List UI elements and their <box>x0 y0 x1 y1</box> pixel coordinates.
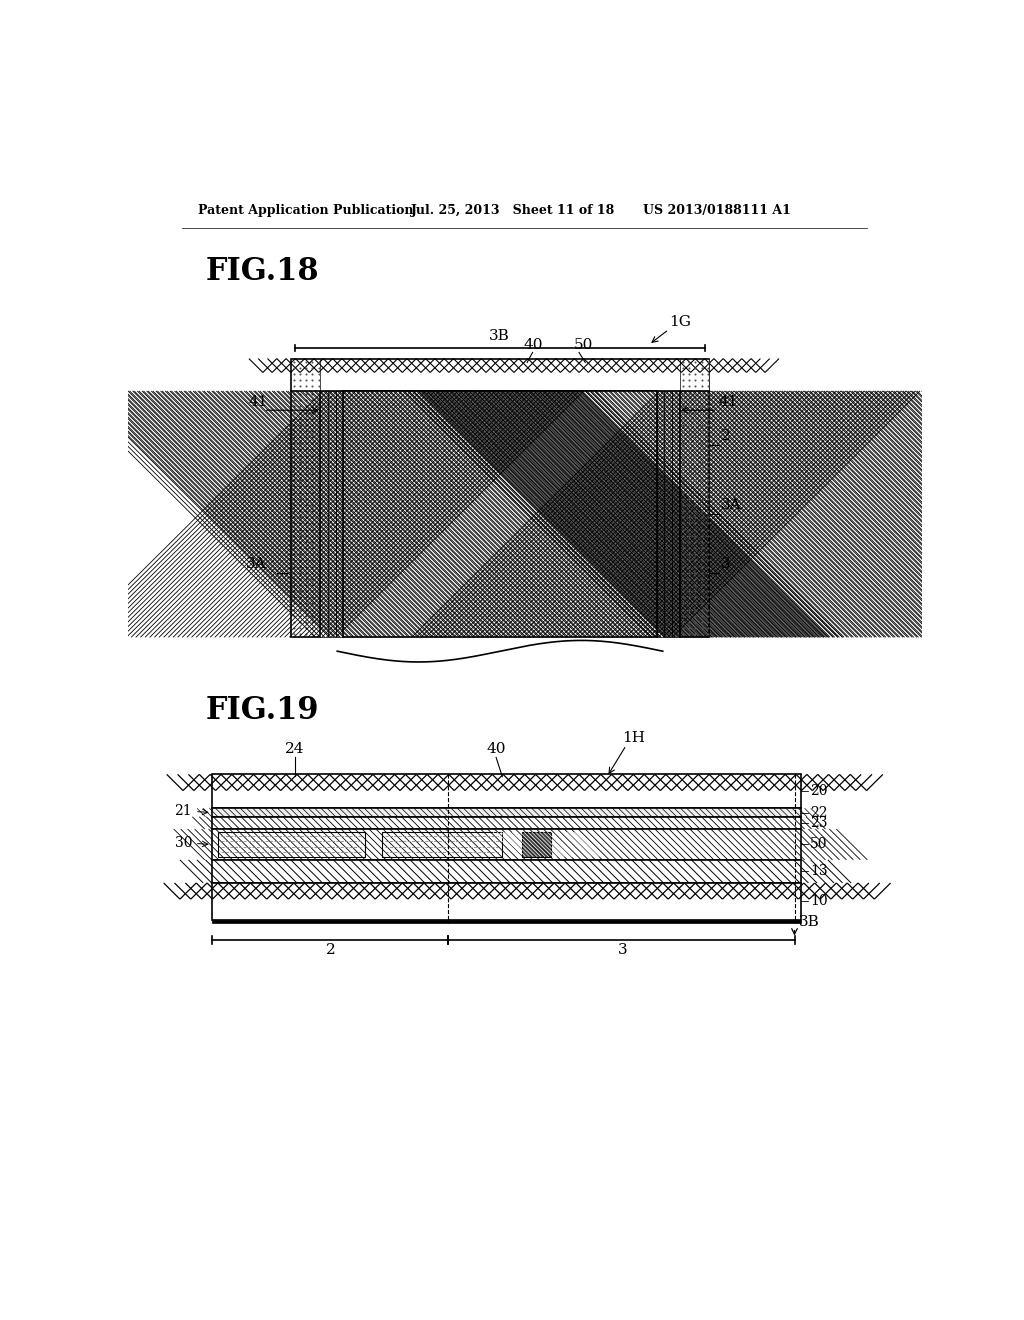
Bar <box>680 391 710 638</box>
Text: Patent Application Publication: Patent Application Publication <box>198 203 414 216</box>
Bar <box>212 883 801 920</box>
Text: 22: 22 <box>810 805 827 820</box>
Bar <box>521 832 551 857</box>
Text: 3A: 3A <box>246 557 266 572</box>
Text: 3: 3 <box>721 557 730 572</box>
Text: 24: 24 <box>286 742 305 756</box>
Text: 13: 13 <box>810 865 827 878</box>
Bar <box>218 832 366 857</box>
Text: FIG.19: FIG.19 <box>206 694 319 726</box>
Text: 3B: 3B <box>488 329 509 343</box>
Text: 50: 50 <box>810 837 827 851</box>
Bar <box>665 391 672 638</box>
Text: Jul. 25, 2013   Sheet 11 of 18: Jul. 25, 2013 Sheet 11 of 18 <box>411 203 615 216</box>
Bar <box>212 920 801 923</box>
Bar <box>212 775 801 808</box>
Text: US 2013/0188111 A1: US 2013/0188111 A1 <box>643 203 792 216</box>
Bar <box>336 391 343 638</box>
Bar <box>291 391 321 638</box>
Text: 30: 30 <box>174 836 208 850</box>
Text: 40: 40 <box>486 742 506 756</box>
Bar <box>212 817 801 829</box>
Text: 3: 3 <box>617 942 627 957</box>
Bar <box>672 391 680 638</box>
Text: 1H: 1H <box>623 731 645 744</box>
Text: 50: 50 <box>573 338 593 352</box>
Text: 10: 10 <box>810 895 827 908</box>
Bar <box>291 359 321 391</box>
Bar <box>212 808 801 817</box>
Text: 1G: 1G <box>669 315 691 329</box>
Bar <box>656 391 665 638</box>
Bar <box>343 391 656 638</box>
Bar <box>212 859 801 883</box>
Text: 41: 41 <box>719 396 738 409</box>
Bar <box>321 391 328 638</box>
Text: 3A: 3A <box>721 498 741 512</box>
Text: 20: 20 <box>810 784 827 799</box>
Text: FIG.18: FIG.18 <box>206 256 319 286</box>
Bar <box>212 829 801 859</box>
Text: 2: 2 <box>721 429 731 444</box>
Text: 40: 40 <box>523 338 543 352</box>
Text: 2: 2 <box>326 942 336 957</box>
Text: 41: 41 <box>248 396 267 409</box>
Bar <box>382 832 503 857</box>
Text: 23: 23 <box>810 816 827 830</box>
Bar <box>291 359 710 391</box>
Bar <box>680 359 710 391</box>
Bar <box>328 391 336 638</box>
Text: 21: 21 <box>174 804 208 818</box>
Text: 3B: 3B <box>799 915 820 929</box>
